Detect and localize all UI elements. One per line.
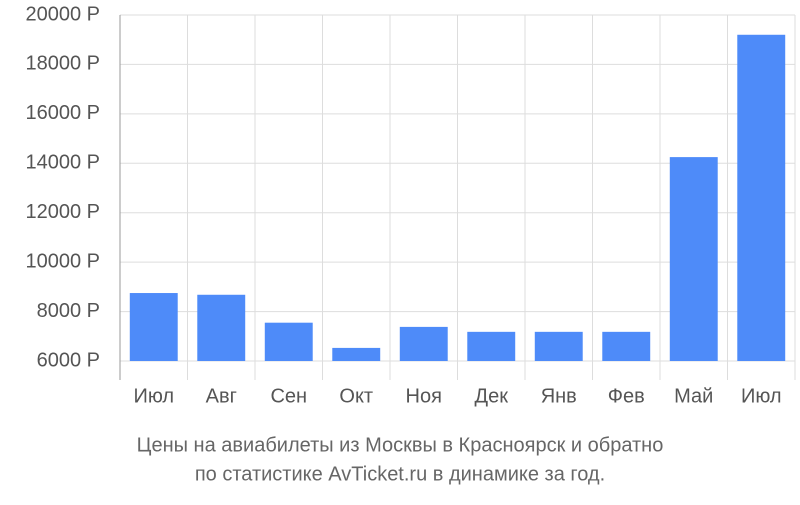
y-tick-label: 8000 Р — [37, 300, 100, 322]
bar — [332, 347, 381, 361]
bar — [197, 294, 246, 361]
chart-subtitle: по статистике AvTicket.ru в динамике за … — [195, 463, 605, 485]
y-tick-label: 12000 Р — [25, 201, 100, 223]
x-tick-label: Окт — [339, 385, 373, 407]
bar — [669, 157, 718, 361]
x-tick-label: Янв — [541, 385, 577, 407]
y-tick-label: 18000 Р — [25, 53, 100, 75]
y-tick-label: 10000 Р — [25, 250, 100, 272]
y-tick-label: 16000 Р — [25, 102, 100, 124]
chart-title: Цены на авиабилеты из Москвы в Красноярс… — [137, 434, 664, 456]
x-tick-label: Июл — [133, 385, 174, 407]
x-tick-label: Ноя — [406, 385, 442, 407]
y-tick-label: 20000 Р — [25, 3, 100, 25]
x-tick-label: Май — [674, 385, 713, 407]
bar — [129, 293, 178, 361]
x-tick-label: Фев — [608, 385, 645, 407]
bar — [534, 331, 583, 361]
x-tick-label: Авг — [206, 385, 237, 407]
x-tick-label: Сен — [270, 385, 307, 407]
bar — [602, 331, 651, 361]
bar — [467, 331, 516, 361]
bar — [737, 34, 786, 362]
x-tick-label: Дек — [475, 385, 509, 407]
bar — [399, 326, 448, 361]
bar — [264, 322, 313, 361]
x-tick-label: Июл — [741, 385, 782, 407]
y-tick-label: 6000 Р — [37, 349, 100, 371]
y-tick-label: 14000 Р — [25, 152, 100, 174]
